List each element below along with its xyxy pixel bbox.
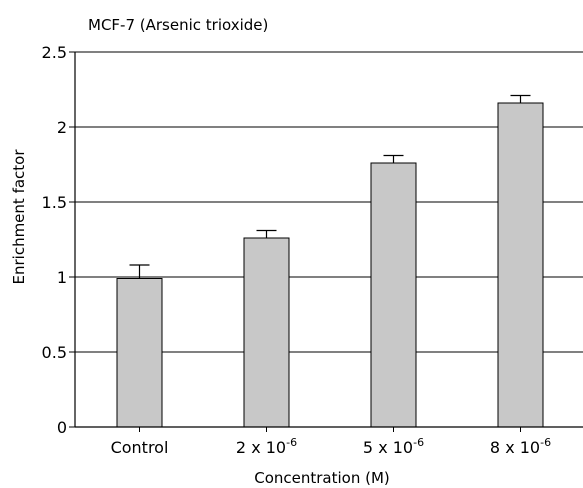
x-tick-label: 5 x 10-6: [363, 436, 424, 457]
y-tick-label: 1: [57, 268, 67, 287]
y-tick-label: 2: [57, 118, 67, 137]
y-axis-label: Enrichment factor: [10, 149, 28, 285]
bar: [116, 278, 163, 428]
y-tick-label: 2.5: [42, 43, 67, 62]
x-axis-label: Concentration (M): [254, 469, 390, 487]
y-tick-label: 1.5: [42, 193, 67, 212]
x-tick-label: Control: [111, 438, 169, 457]
x-tick-label: 8 x 10-6: [490, 436, 551, 457]
y-tick-label: 0: [57, 418, 67, 437]
chart-title: MCF-7 (Arsenic trioxide): [88, 16, 268, 34]
bar: [370, 162, 417, 428]
y-tick-label: 0.5: [42, 343, 67, 362]
bar: [243, 237, 290, 428]
x-tick-label: 2 x 10-6: [236, 436, 297, 457]
bar: [497, 102, 544, 428]
